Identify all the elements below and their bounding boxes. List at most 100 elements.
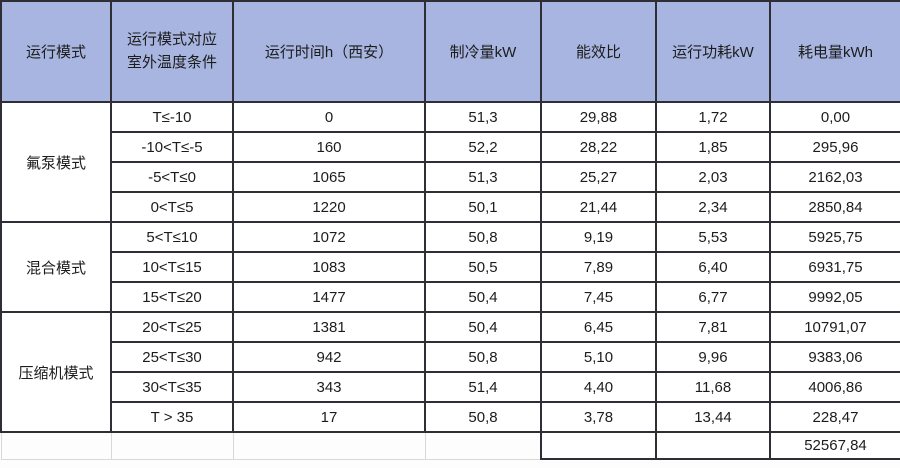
col-header-outdoor-temp-condition: 运行模式对应室外温度条件 [110,0,234,103]
table-row: 压缩机模式 20<T≤25 1381 50,4 6,45 7,81 10791,07 [0,311,900,433]
value-cell: 50,1 [424,191,542,223]
temp-range-cell: 15<T≤20 [110,281,234,313]
value-cell: 6,77 [655,281,771,313]
value-cell: 52,2 [424,131,542,163]
table-row: 30<T≤35 343 51,4 4,40 11,68 4006,86 [1,371,900,403]
value-cell: 9992,05 [769,281,900,313]
value-cell: 1,85 [655,131,771,163]
value-cell: 50,4 [424,311,542,343]
value-cell: 6,40 [655,251,771,283]
value-cell: 7,45 [540,281,657,313]
empty-gridline-cell [424,431,542,460]
col-header-run-hours-xian: 运行时间h（西安） [232,0,426,103]
value-cell: 1065 [232,161,426,193]
total-kwh-cell: 52567,84 [769,431,900,460]
value-cell: 50,8 [424,221,542,253]
value-cell: 6,45 [540,311,657,343]
table-row: -5<T≤0 1065 51,3 25,27 2,03 2162,03 [1,161,900,193]
value-cell: 10791,07 [769,311,900,343]
value-cell: 1477 [232,281,426,313]
temp-range-cell: -10<T≤-5 [110,131,234,163]
value-cell: 29,88 [540,101,657,133]
value-cell: 25,27 [540,161,657,193]
col-header-operating-mode: 运行模式 [0,0,112,103]
value-cell: 295,96 [769,131,900,163]
mode-cell: 混合模式 [0,221,112,313]
table-row: 10<T≤15 1083 50,5 7,89 6,40 6931,75 [1,251,900,283]
col-header-eer: 能效比 [540,0,657,103]
table-row: 混合模式 5<T≤10 1072 50,8 9,19 5,53 5925,75 [0,221,900,313]
value-cell: 5,53 [655,221,771,253]
value-cell: 11,68 [655,371,771,403]
value-cell: 50,4 [424,281,542,313]
value-cell: 3,78 [540,401,657,433]
mode-cell: 氟泵模式 [0,101,112,223]
value-cell: 1,72 [655,101,771,133]
value-cell: 5925,75 [769,221,900,253]
value-cell: 0 [232,101,426,133]
value-cell: 51,4 [424,371,542,403]
col-header-cooling-capacity: 制冷量kW [424,0,542,103]
value-cell: 50,8 [424,341,542,373]
table-row: 氟泵模式 T≤-10 0 51,3 29,88 1,72 0,00 [0,101,900,223]
value-cell: 4,40 [540,371,657,403]
value-cell: 1381 [232,311,426,343]
value-cell: 7,89 [540,251,657,283]
value-cell: 9,96 [655,341,771,373]
table-row: T > 35 17 50,8 3,78 13,44 228,47 [1,401,900,433]
temp-range-cell: T > 35 [110,401,234,433]
temp-range-cell: -5<T≤0 [110,161,234,193]
temp-range-cell: 25<T≤30 [110,341,234,373]
table-body: 氟泵模式 T≤-10 0 51,3 29,88 1,72 0,00 -10<T≤-5 160 52… [0,101,900,460]
value-cell: 2,03 [655,161,771,193]
table-row: 0<T≤5 1220 50,1 21,44 2,34 2850,84 [1,191,900,223]
value-cell: 7,81 [655,311,771,343]
value-cell: 1072 [232,221,426,253]
value-cell: 21,44 [540,191,657,223]
mode-cell: 压缩机模式 [0,311,112,433]
empty-boxed-cell [540,431,657,460]
value-cell: 2850,84 [769,191,900,223]
value-cell: 51,3 [424,161,542,193]
value-cell: 4006,86 [769,371,900,403]
table-row: 25<T≤30 942 50,8 5,10 9,96 9383,06 [1,341,900,373]
value-cell: 9383,06 [769,341,900,373]
col-header-energy-consumption: 耗电量kWh [769,0,900,103]
table-row: 15<T≤20 1477 50,4 7,45 6,77 9992,05 [1,281,900,313]
empty-gridline-cell [110,431,234,460]
table-row: -10<T≤-5 160 52,2 28,22 1,85 295,96 [1,131,900,163]
empty-gridline-cell [232,431,426,460]
temp-range-cell: 0<T≤5 [110,191,234,223]
table-header: 运行模式 运行模式对应室外温度条件 运行时间h（西安） 制冷量kW 能效比 运行… [0,0,900,103]
col-header-outdoor-temp-condition-label: 运行模式对应室外温度条件 [126,31,217,71]
value-cell: 50,8 [424,401,542,433]
value-cell: 6931,75 [769,251,900,283]
temp-range-cell: 30<T≤35 [110,371,234,403]
value-cell: 13,44 [655,401,771,433]
value-cell: 5,10 [540,341,657,373]
value-cell: 1220 [232,191,426,223]
value-cell: 0,00 [769,101,900,133]
temp-range-cell: 10<T≤15 [110,251,234,283]
value-cell: 2,34 [655,191,771,223]
temp-range-cell: T≤-10 [110,101,234,133]
value-cell: 2162,03 [769,161,900,193]
value-cell: 28,22 [540,131,657,163]
value-cell: 942 [232,341,426,373]
value-cell: 343 [232,371,426,403]
col-header-running-power: 运行功耗kW [655,0,771,103]
temp-range-cell: 5<T≤10 [110,221,234,253]
empty-boxed-cell [655,431,771,460]
empty-gridline-cell [0,431,112,460]
value-cell: 17 [232,401,426,433]
temp-range-cell: 20<T≤25 [110,311,234,343]
header-row: 运行模式 运行模式对应室外温度条件 运行时间h（西安） 制冷量kW 能效比 运行… [0,0,900,103]
value-cell: 228,47 [769,401,900,433]
value-cell: 9,19 [540,221,657,253]
value-cell: 50,5 [424,251,542,283]
total-row: 52567,84 [0,431,900,460]
value-cell: 51,3 [424,101,542,133]
value-cell: 160 [232,131,426,163]
